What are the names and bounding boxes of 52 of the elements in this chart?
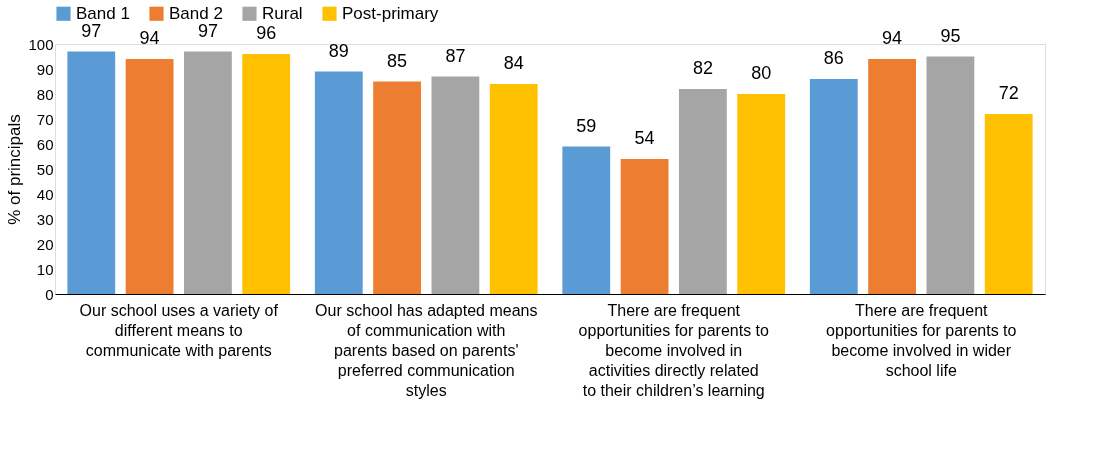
bar [809, 79, 858, 294]
legend-label: Band 2 [169, 3, 223, 23]
bar [489, 84, 538, 294]
data-label: 96 [256, 23, 277, 43]
data-label: 95 [940, 25, 961, 46]
x-tick-label: There are frequent opportunities for parents to become involved in activities directly related to their children’s learning [578, 301, 770, 399]
data-label: 97 [197, 20, 218, 41]
data-label: 80 [751, 63, 772, 83]
y-tick-label: 20 [36, 235, 54, 253]
data-label: 89 [328, 40, 349, 61]
bar [737, 94, 786, 294]
y-tick-label: 50 [36, 160, 54, 178]
data-label: 82 [692, 58, 713, 78]
y-axis-title: % of principals [5, 114, 25, 225]
x-tick-label: There are frequent opportunities for parents to become involved in wider school life [826, 301, 1017, 379]
bar [620, 159, 669, 294]
bar [184, 51, 232, 294]
y-tick-label: 80 [36, 85, 54, 103]
data-label: 59 [576, 115, 597, 136]
y-tick-label: 0 [45, 285, 54, 303]
bar [926, 56, 975, 294]
legend-label: Post-primary [342, 3, 439, 23]
bar [679, 89, 727, 294]
bar [242, 54, 291, 294]
legend-label: Band 1 [76, 3, 130, 23]
data-label: 87 [445, 45, 466, 66]
data-label: 72 [998, 83, 1019, 103]
y-tick-label: 90 [36, 60, 54, 78]
bar [868, 59, 916, 294]
bar [314, 71, 363, 294]
bar [373, 81, 421, 294]
bar [67, 51, 116, 294]
data-label: 94 [882, 28, 903, 48]
x-tick-label: Our school uses a variety of different means to communicate with parents [79, 301, 279, 359]
legend-label: Rural [262, 3, 303, 23]
data-label: 94 [139, 28, 160, 48]
data-label: 54 [634, 128, 655, 148]
data-label: 85 [387, 50, 408, 71]
y-tick-label: 60 [36, 135, 54, 153]
y-tick-label: 30 [36, 210, 54, 228]
bar [562, 146, 611, 294]
y-tick-label: 70 [36, 110, 54, 128]
bar [431, 76, 480, 294]
bar [984, 114, 1033, 294]
y-tick-label: 40 [36, 185, 54, 203]
data-label: 84 [503, 53, 524, 73]
x-tick-label: Our school has adapted means of communication with parents based on parents' preferred communication styles [315, 301, 538, 399]
y-tick-label: 10 [36, 260, 54, 278]
data-label: 86 [823, 48, 844, 68]
bar [125, 59, 174, 294]
data-label: 97 [81, 20, 102, 41]
y-tick-label: 100 [28, 35, 54, 53]
